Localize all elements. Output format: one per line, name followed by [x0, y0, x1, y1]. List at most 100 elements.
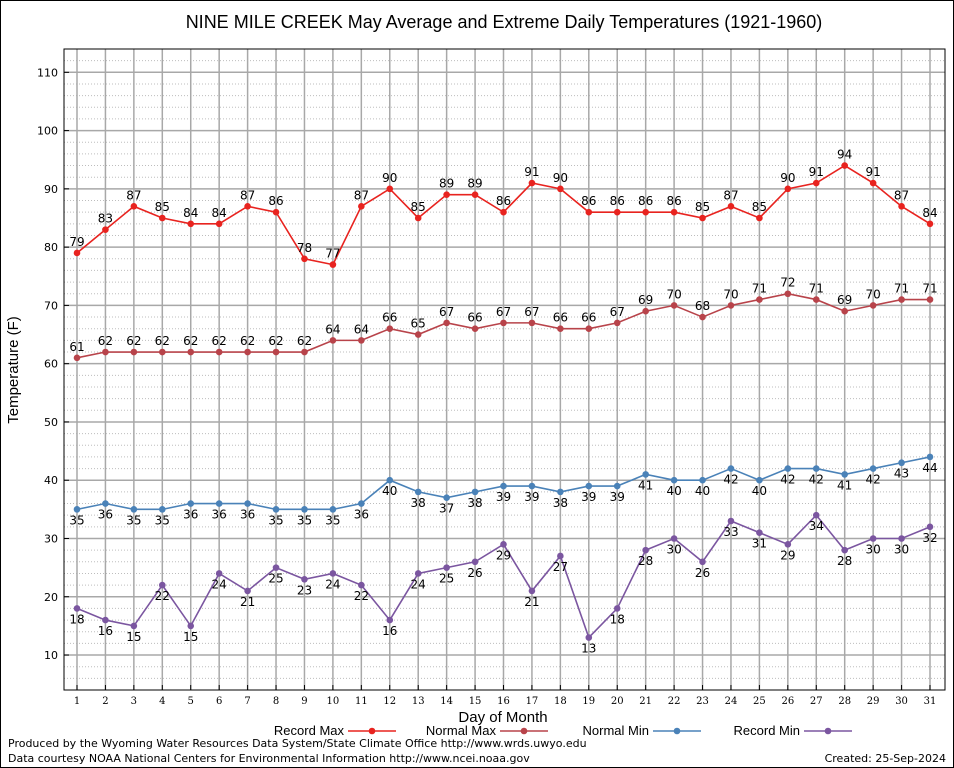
x-tick-label: 25: [753, 696, 766, 707]
x-tick-label: 22: [668, 696, 681, 707]
data-label: 69: [837, 293, 852, 307]
data-label: 66: [467, 311, 482, 325]
data-label: 35: [325, 513, 340, 527]
data-label: 24: [325, 577, 340, 591]
data-point: [756, 529, 763, 536]
data-point: [699, 214, 706, 222]
legend-label: Record Min: [734, 723, 800, 738]
data-label: 86: [638, 194, 653, 208]
data-point: [841, 546, 848, 554]
data-point: [215, 220, 223, 228]
data-point: [73, 249, 81, 257]
data-label: 28: [638, 554, 653, 568]
data-label: 28: [837, 554, 852, 568]
data-label: 84: [922, 206, 937, 220]
data-point: [869, 465, 877, 472]
data-point: [102, 348, 109, 356]
data-point: [812, 511, 820, 519]
data-point: [187, 220, 195, 228]
data-label: 42: [809, 473, 824, 487]
data-label: 42: [780, 473, 795, 487]
data-point: [215, 348, 223, 356]
data-point: [159, 506, 166, 513]
data-label: 69: [638, 293, 653, 307]
data-label: 42: [865, 473, 880, 487]
data-label: 39: [610, 490, 625, 504]
x-axis-label: Day of Month: [458, 709, 547, 726]
data-label: 87: [723, 188, 738, 202]
x-tick-label: 26: [781, 696, 794, 707]
y-tick-label: 100: [37, 125, 58, 138]
data-point: [727, 465, 735, 472]
data-point: [215, 500, 223, 507]
data-point: [613, 319, 621, 327]
y-tick-label: 60: [44, 358, 58, 371]
data-label: 85: [752, 200, 767, 214]
data-point: [784, 541, 792, 548]
data-label: 35: [69, 513, 84, 527]
data-label: 25: [268, 572, 283, 586]
data-point: [869, 535, 877, 542]
x-tick-label: 23: [696, 696, 709, 707]
data-point: [585, 634, 593, 641]
data-label: 38: [467, 496, 482, 510]
data-point: [187, 348, 195, 356]
data-label: 16: [98, 624, 113, 638]
legend-marker: [824, 727, 832, 735]
legend-marker: [520, 727, 528, 735]
data-label: 15: [126, 630, 141, 644]
data-point: [471, 191, 479, 198]
data-label: 39: [581, 490, 596, 504]
data-label: 36: [354, 508, 369, 522]
x-tick-label: 28: [838, 696, 851, 707]
data-label: 66: [553, 311, 568, 325]
data-label: 29: [780, 548, 795, 562]
data-point: [784, 185, 792, 193]
data-point: [159, 348, 166, 356]
legend-label: Normal Max: [426, 723, 497, 738]
data-point: [756, 214, 763, 222]
data-label: 41: [638, 478, 653, 492]
data-point: [670, 535, 678, 542]
x-tick-label: 5: [188, 696, 194, 707]
data-point: [301, 255, 308, 263]
data-label: 38: [411, 496, 426, 510]
data-label: 62: [297, 334, 312, 348]
data-point: [557, 185, 564, 193]
data-label: 67: [439, 305, 454, 319]
data-label: 23: [297, 583, 312, 597]
data-label: 66: [581, 311, 596, 325]
y-tick-label: 40: [44, 474, 58, 487]
data-label: 31: [752, 537, 767, 551]
data-label: 64: [354, 322, 369, 336]
data-label: 36: [98, 508, 113, 522]
data-label: 84: [183, 206, 198, 220]
data-label: 71: [922, 282, 937, 296]
data-point: [869, 179, 877, 187]
data-label: 62: [98, 334, 113, 348]
data-label: 85: [411, 200, 426, 214]
data-label: 91: [865, 165, 880, 179]
x-tick-label: 6: [216, 696, 222, 707]
data-point: [130, 203, 138, 210]
data-label: 65: [411, 317, 426, 331]
data-label: 87: [126, 188, 141, 202]
data-label: 77: [325, 247, 340, 261]
y-tick-label: 20: [44, 591, 58, 604]
data-label: 89: [439, 177, 454, 191]
x-tick-label: 14: [440, 696, 453, 707]
data-point: [500, 208, 507, 216]
data-label: 86: [666, 194, 681, 208]
data-point: [613, 208, 621, 216]
data-point: [898, 459, 905, 467]
legend-label: Normal Min: [583, 723, 649, 738]
data-label: 22: [354, 589, 369, 603]
data-label: 39: [524, 490, 539, 504]
data-label: 36: [183, 508, 198, 522]
data-label: 35: [126, 513, 141, 527]
data-point: [812, 296, 820, 303]
data-label: 71: [752, 282, 767, 296]
data-point: [386, 476, 394, 484]
data-point: [613, 482, 621, 490]
